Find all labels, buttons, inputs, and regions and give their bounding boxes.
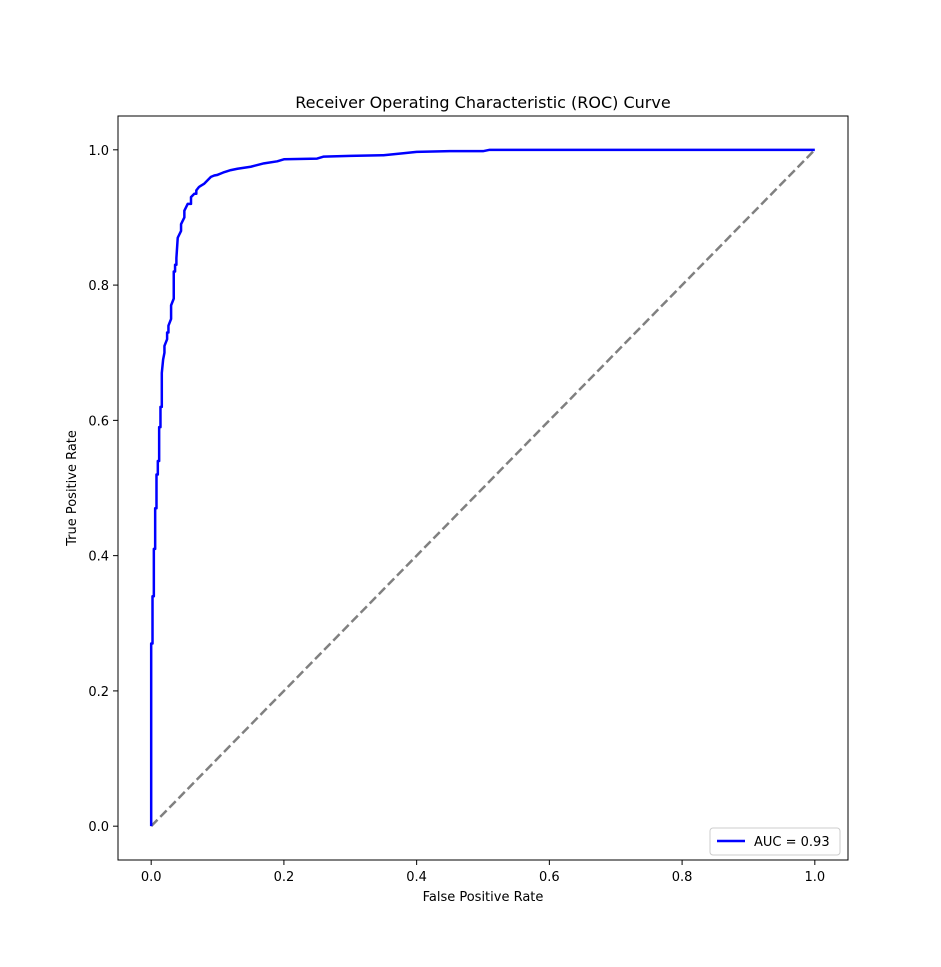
- plot-frame: [117, 115, 849, 861]
- series-layer: [149, 148, 816, 828]
- roc-curve-line: [149, 148, 815, 827]
- legend-box: [709, 827, 841, 856]
- chance-diagonal-line: [150, 148, 816, 828]
- y-tick-label: 0.8: [88, 279, 109, 294]
- x-axis-ticks: 0.0 0.2 0.4 0.6 0.8 1.0: [141, 860, 825, 885]
- y-tick-label: 0.2: [88, 685, 109, 700]
- x-tick-label: 0.4: [406, 870, 427, 885]
- x-tick-label: 0.8: [672, 870, 693, 885]
- legend: AUC = 0.93: [709, 827, 841, 856]
- y-axis-ticks: 0.0 0.2 0.4 0.6 0.8 1.0: [88, 144, 118, 835]
- y-tick-label: 0.4: [88, 550, 109, 565]
- x-axis-title: False Positive Rate: [423, 890, 544, 905]
- y-tick-label: 0.0: [88, 820, 109, 835]
- legend-label: AUC = 0.93: [754, 835, 830, 850]
- y-axis-title: True Positive Rate: [65, 430, 80, 547]
- chart-title: Receiver Operating Characteristic (ROC) …: [295, 93, 670, 112]
- x-tick-label: 0.6: [539, 870, 560, 885]
- x-tick-label: 0.2: [274, 870, 295, 885]
- x-tick-label: 0.0: [141, 870, 162, 885]
- y-tick-label: 1.0: [88, 144, 109, 159]
- y-tick-label: 0.6: [88, 414, 109, 429]
- x-tick-label: 1.0: [804, 870, 825, 885]
